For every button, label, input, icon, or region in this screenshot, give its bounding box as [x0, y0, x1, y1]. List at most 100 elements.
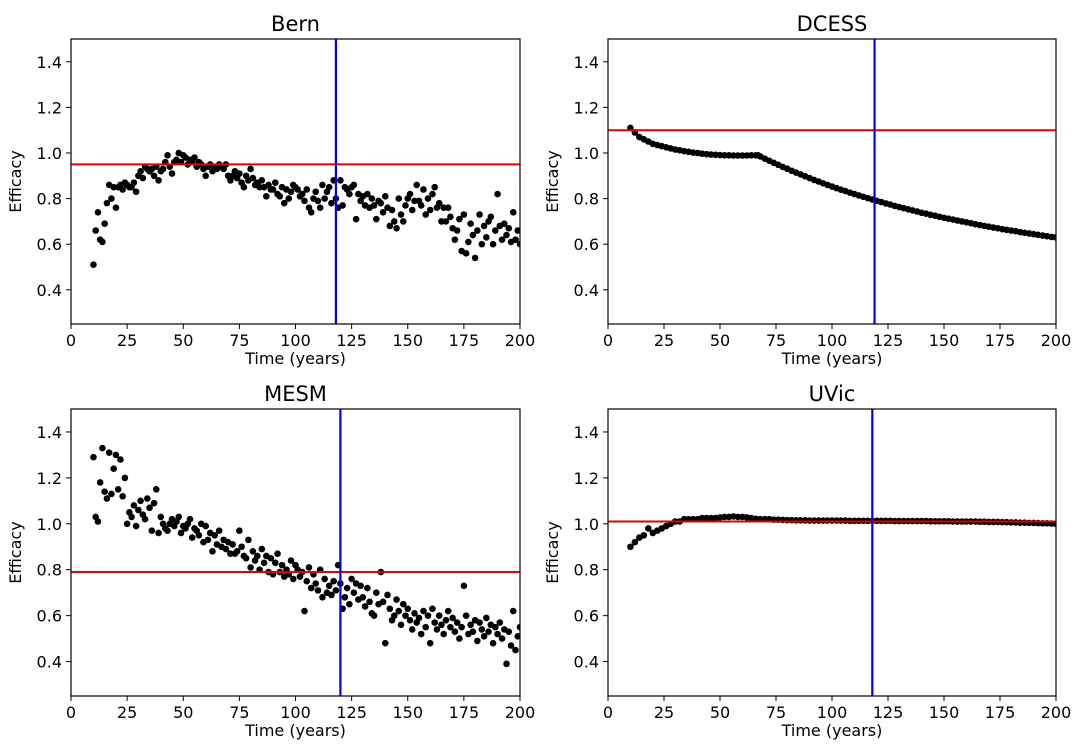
mesm-data-point — [186, 515, 194, 523]
bern-data-point — [406, 190, 414, 198]
mesm-data-point — [229, 541, 236, 548]
mesm-data-point — [215, 527, 223, 534]
uvic-y-tick-label: 1.4 — [574, 423, 599, 442]
subplot-dcess: DCESS 0 25 50 75 100 125 150 175 200 0.4 0.6 0.8 1.0 1… — [537, 0, 1075, 372]
mesm-data-point — [467, 621, 474, 629]
bern-y-tick-label: 0.4 — [37, 281, 62, 300]
mesm-data-point — [242, 554, 250, 562]
uvic-x-tick-label: 25 — [654, 703, 674, 722]
uvic-y-axis-label: Efficacy — [543, 521, 562, 583]
bern-x-tick-label: 75 — [229, 331, 249, 350]
bern-data-point — [368, 195, 376, 202]
mesm-data-point — [105, 449, 113, 456]
mesm-data-point — [397, 621, 405, 629]
bern-data-point — [505, 224, 513, 232]
mesm-data-point — [496, 619, 504, 626]
dcess-x-tick-label: 175 — [985, 331, 1016, 350]
uvic-title: UVic — [809, 382, 856, 406]
mesm-data-point — [440, 630, 447, 638]
mesm-data-point — [505, 628, 513, 636]
dcess-y-tick-label: 1.0 — [574, 144, 599, 163]
mesm-data-point — [254, 552, 261, 560]
mesm-data-point — [343, 584, 351, 592]
mesm-data-point — [211, 531, 218, 539]
mesm-data-point — [175, 513, 183, 521]
bern-data-point — [350, 181, 358, 189]
bern-data-point — [422, 211, 430, 218]
mesm-x-tick-label: 0 — [66, 703, 76, 722]
mesm-data-point — [188, 534, 196, 541]
dcess-y-tick-label: 1.4 — [574, 53, 599, 72]
bern-data-point — [397, 211, 405, 218]
bern-data-point — [429, 190, 436, 198]
bern-data-point — [408, 206, 416, 214]
mesm-data-point — [361, 603, 369, 610]
bern-data-point — [431, 183, 438, 191]
mesm-data-point — [90, 453, 97, 461]
bern-x-tick-label: 200 — [505, 331, 536, 350]
mesm-x-tick-label: 125 — [336, 703, 367, 722]
bern-data-point — [272, 179, 279, 186]
bern-data-point — [325, 183, 333, 191]
bern-data-point — [294, 186, 302, 193]
dcess-y-tick-label: 0.6 — [574, 235, 599, 254]
bern-data-point — [155, 177, 162, 184]
dcess-points — [627, 124, 1056, 241]
mesm-data-point — [474, 637, 481, 645]
bern-data-point — [137, 167, 144, 175]
mesm-data-point — [319, 593, 326, 601]
mesm-data-point — [498, 635, 506, 642]
mesm-data-point — [278, 561, 286, 569]
mesm-data-point — [442, 616, 450, 624]
mesm-data-point — [202, 522, 209, 530]
uvic-x-tick-label: 150 — [929, 703, 960, 722]
mesm-data-point — [386, 605, 394, 613]
bern-y-tick-label: 0.6 — [37, 235, 62, 254]
mesm-data-point — [357, 582, 364, 590]
dcess-data-point — [1052, 234, 1056, 241]
mesm-data-point — [384, 591, 391, 599]
mesm-data-point — [469, 628, 477, 636]
mesm-y-tick-label: 1.2 — [37, 469, 62, 488]
bern-data-point — [399, 218, 407, 225]
mesm-data-point — [305, 564, 313, 571]
bern-data-point — [130, 179, 138, 186]
bern-data-point — [150, 172, 158, 180]
mesm-data-point — [503, 660, 510, 668]
bern-data-point — [516, 240, 520, 248]
mesm-data-point — [417, 630, 425, 638]
bern-data-point — [451, 236, 459, 243]
bern-data-point — [373, 215, 380, 223]
dcess-x-axis-label: Time (years) — [781, 349, 883, 368]
bern-data-point — [139, 174, 147, 182]
bern-y-axis-label: Efficacy — [6, 150, 25, 212]
bern-data-point — [337, 177, 344, 184]
mesm-data-point — [435, 612, 443, 619]
mesm-data-point — [494, 630, 501, 638]
mesm-data-point — [402, 612, 409, 619]
mesm-data-point — [96, 479, 104, 486]
mesm-data-point — [429, 605, 436, 613]
mesm-data-point — [348, 575, 355, 583]
mesm-data-point — [209, 548, 216, 555]
bern-data-point — [476, 211, 483, 218]
mesm-data-point — [94, 518, 102, 525]
mesm-data-point — [247, 564, 254, 571]
dcess-y-tick-label: 0.4 — [574, 281, 599, 300]
mesm-data-point — [314, 587, 322, 594]
uvic-chart-svg: UVic 0 25 50 75 100 125 150 175 200 0.4 0.6 0.8 1.0 1.… — [543, 382, 1071, 740]
mesm-data-point — [272, 559, 279, 567]
bern-data-point — [370, 202, 378, 209]
bern-x-tick-label: 125 — [336, 331, 367, 350]
bern-data-point — [247, 165, 254, 173]
bern-x-tick-label: 150 — [392, 331, 423, 350]
dcess-chart-svg: DCESS 0 25 50 75 100 125 150 175 200 0.4 0.6 0.8 1.0 1… — [543, 12, 1071, 368]
bern-data-point — [364, 190, 371, 198]
mesm-data-point — [321, 575, 328, 583]
mesm-data-point — [507, 642, 515, 649]
mesm-data-point — [325, 582, 333, 590]
bern-data-point — [285, 195, 293, 202]
mesm-data-point — [312, 580, 320, 587]
mesm-data-point — [489, 639, 497, 647]
dcess-x-tick-label: 50 — [710, 331, 730, 350]
